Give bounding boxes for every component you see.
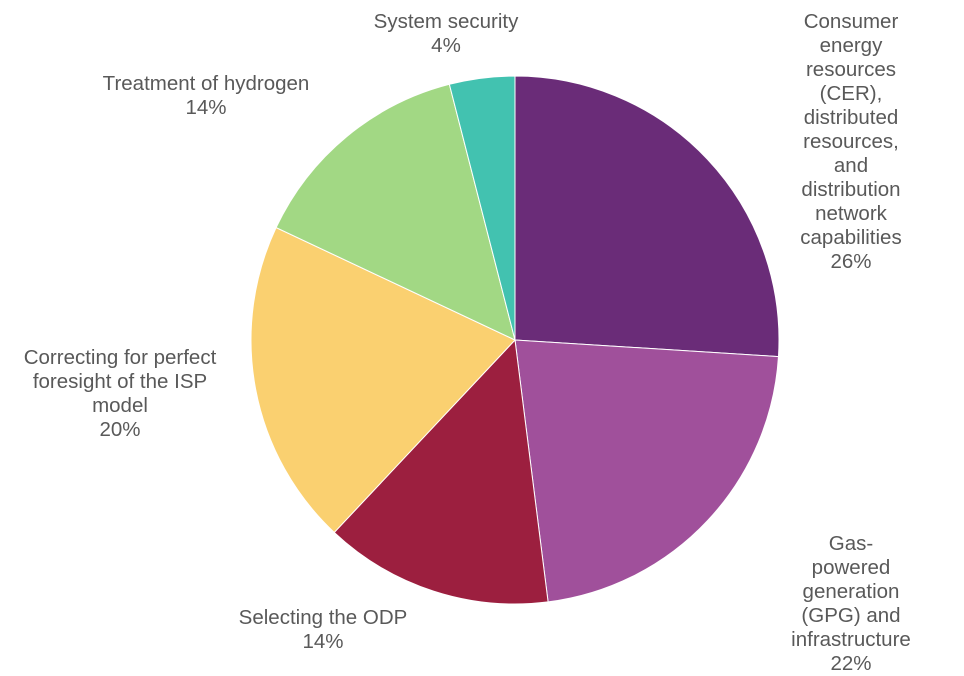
slice-label-odp: Selecting the ODP 14% [239, 606, 408, 654]
pie-chart: Consumer energy resources (CER), distrib… [24, 10, 911, 675]
slice-label-cer: Consumer energy resources (CER), distrib… [795, 10, 908, 274]
slice-name: Consumer energy resources (CER), distrib… [800, 10, 902, 249]
pie-slice [250, 226, 516, 534]
slice-value: 14% [302, 630, 344, 653]
slice-value: 26% [830, 250, 872, 273]
slice-value: 20% [99, 418, 141, 441]
slice-name: Gas-powered generation (GPG) and infrast… [791, 532, 911, 651]
slice-name: Selecting the ODP [238, 606, 408, 629]
slice-value: 14% [185, 96, 227, 119]
slice-value: 4% [431, 34, 461, 57]
slice-name: System security [373, 10, 519, 33]
pie-slice [275, 83, 516, 341]
pie-slice [448, 75, 516, 341]
pie-slices [250, 75, 780, 605]
slice-label-perfect-foresight: Correcting for perfect foresight of the … [24, 346, 217, 442]
pie-slice [333, 338, 549, 605]
slice-name: Correcting for perfect foresight of the … [23, 346, 217, 417]
slice-label-system-security: System security 4% [374, 10, 519, 58]
slice-name: Treatment of hydrogen [102, 72, 310, 95]
pie-slice [514, 75, 780, 358]
pie-slice [514, 339, 780, 603]
pie-chart-svg [250, 75, 780, 605]
slice-value: 22% [830, 652, 872, 675]
slice-label-hydrogen: Treatment of hydrogen 14% [103, 72, 310, 120]
slice-label-gpg: Gas-powered generation (GPG) and infrast… [791, 532, 911, 676]
